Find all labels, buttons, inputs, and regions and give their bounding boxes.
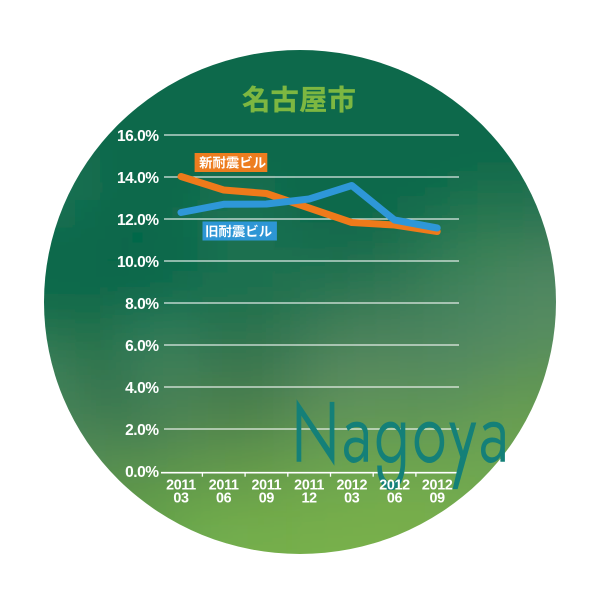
svg-text:6.0%: 6.0% xyxy=(125,338,159,355)
svg-text:0.0%: 0.0% xyxy=(125,464,159,481)
svg-text:14.0%: 14.0% xyxy=(117,170,159,187)
svg-text:12.0%: 12.0% xyxy=(117,212,159,229)
svg-text:2.0%: 2.0% xyxy=(125,422,159,439)
svg-text:16.0%: 16.0% xyxy=(117,128,159,145)
svg-text:10.0%: 10.0% xyxy=(117,254,159,271)
svg-text:4.0%: 4.0% xyxy=(125,380,159,397)
svg-text:8.0%: 8.0% xyxy=(125,296,159,313)
